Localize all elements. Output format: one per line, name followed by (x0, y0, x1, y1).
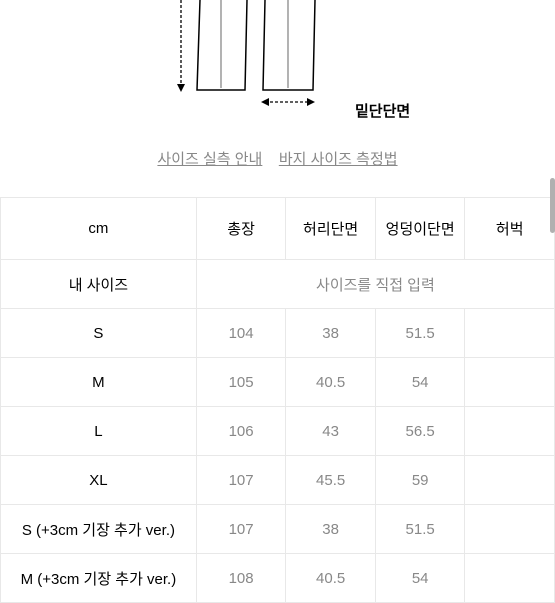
size-value: 38 (286, 505, 376, 554)
size-label: S (1, 309, 197, 358)
size-value (465, 505, 555, 554)
size-label: XL (1, 456, 197, 505)
table-row: S 104 38 51.5 (1, 309, 555, 358)
col-header-length: 총장 (196, 198, 286, 260)
size-value: 51.5 (375, 505, 465, 554)
col-header-waist: 허리단면 (286, 198, 376, 260)
size-label: L (1, 407, 197, 456)
size-table: cm 총장 허리단면 엉덩이단면 허벅 내 사이즈 사이즈를 직접 입력 S 1… (0, 197, 555, 603)
size-label: M (+3cm 기장 추가 ver.) (1, 554, 197, 603)
my-size-label: 내 사이즈 (1, 260, 197, 309)
size-value: 107 (196, 456, 286, 505)
size-value: 51.5 (375, 309, 465, 358)
my-size-prompt[interactable]: 사이즈를 직접 입력 (196, 260, 554, 309)
size-value: 59 (375, 456, 465, 505)
size-value: 54 (375, 554, 465, 603)
col-header-cm: cm (1, 198, 197, 260)
vertical-scrollbar[interactable] (550, 178, 555, 233)
size-value (465, 554, 555, 603)
size-value: 108 (196, 554, 286, 603)
table-row: M (+3cm 기장 추가 ver.) 108 40.5 54 (1, 554, 555, 603)
size-table-wrapper: cm 총장 허리단면 엉덩이단면 허벅 내 사이즈 사이즈를 직접 입력 S 1… (0, 197, 555, 603)
size-value (465, 456, 555, 505)
size-value (465, 309, 555, 358)
size-value: 106 (196, 407, 286, 456)
table-row: L 106 43 56.5 (1, 407, 555, 456)
table-row: XL 107 45.5 59 (1, 456, 555, 505)
table-row: M 105 40.5 54 (1, 358, 555, 407)
pants-diagram-area: 밑단단면 (0, 0, 555, 130)
size-value: 56.5 (375, 407, 465, 456)
table-header-row: cm 총장 허리단면 엉덩이단면 허벅 (1, 198, 555, 260)
size-value: 40.5 (286, 554, 376, 603)
size-value: 54 (375, 358, 465, 407)
my-size-row[interactable]: 내 사이즈 사이즈를 직접 입력 (1, 260, 555, 309)
size-label: M (1, 358, 197, 407)
size-value: 40.5 (286, 358, 376, 407)
size-value: 107 (196, 505, 286, 554)
size-guide-link[interactable]: 사이즈 실측 안내 (157, 151, 262, 168)
col-header-thigh: 허벅 (465, 198, 555, 260)
table-row: S (+3cm 기장 추가 ver.) 107 38 51.5 (1, 505, 555, 554)
size-label: S (+3cm 기장 추가 ver.) (1, 505, 197, 554)
size-value: 38 (286, 309, 376, 358)
size-value: 105 (196, 358, 286, 407)
col-header-hip: 엉덩이단면 (375, 198, 465, 260)
size-value: 104 (196, 309, 286, 358)
hem-label: 밑단단면 (355, 100, 410, 121)
size-value (465, 358, 555, 407)
size-value: 43 (286, 407, 376, 456)
pants-outline-svg (175, 0, 355, 125)
size-value: 45.5 (286, 456, 376, 505)
help-links-row: 사이즈 실측 안내 바지 사이즈 측정법 (0, 130, 555, 197)
size-value (465, 407, 555, 456)
measure-how-to-link[interactable]: 바지 사이즈 측정법 (279, 151, 398, 168)
